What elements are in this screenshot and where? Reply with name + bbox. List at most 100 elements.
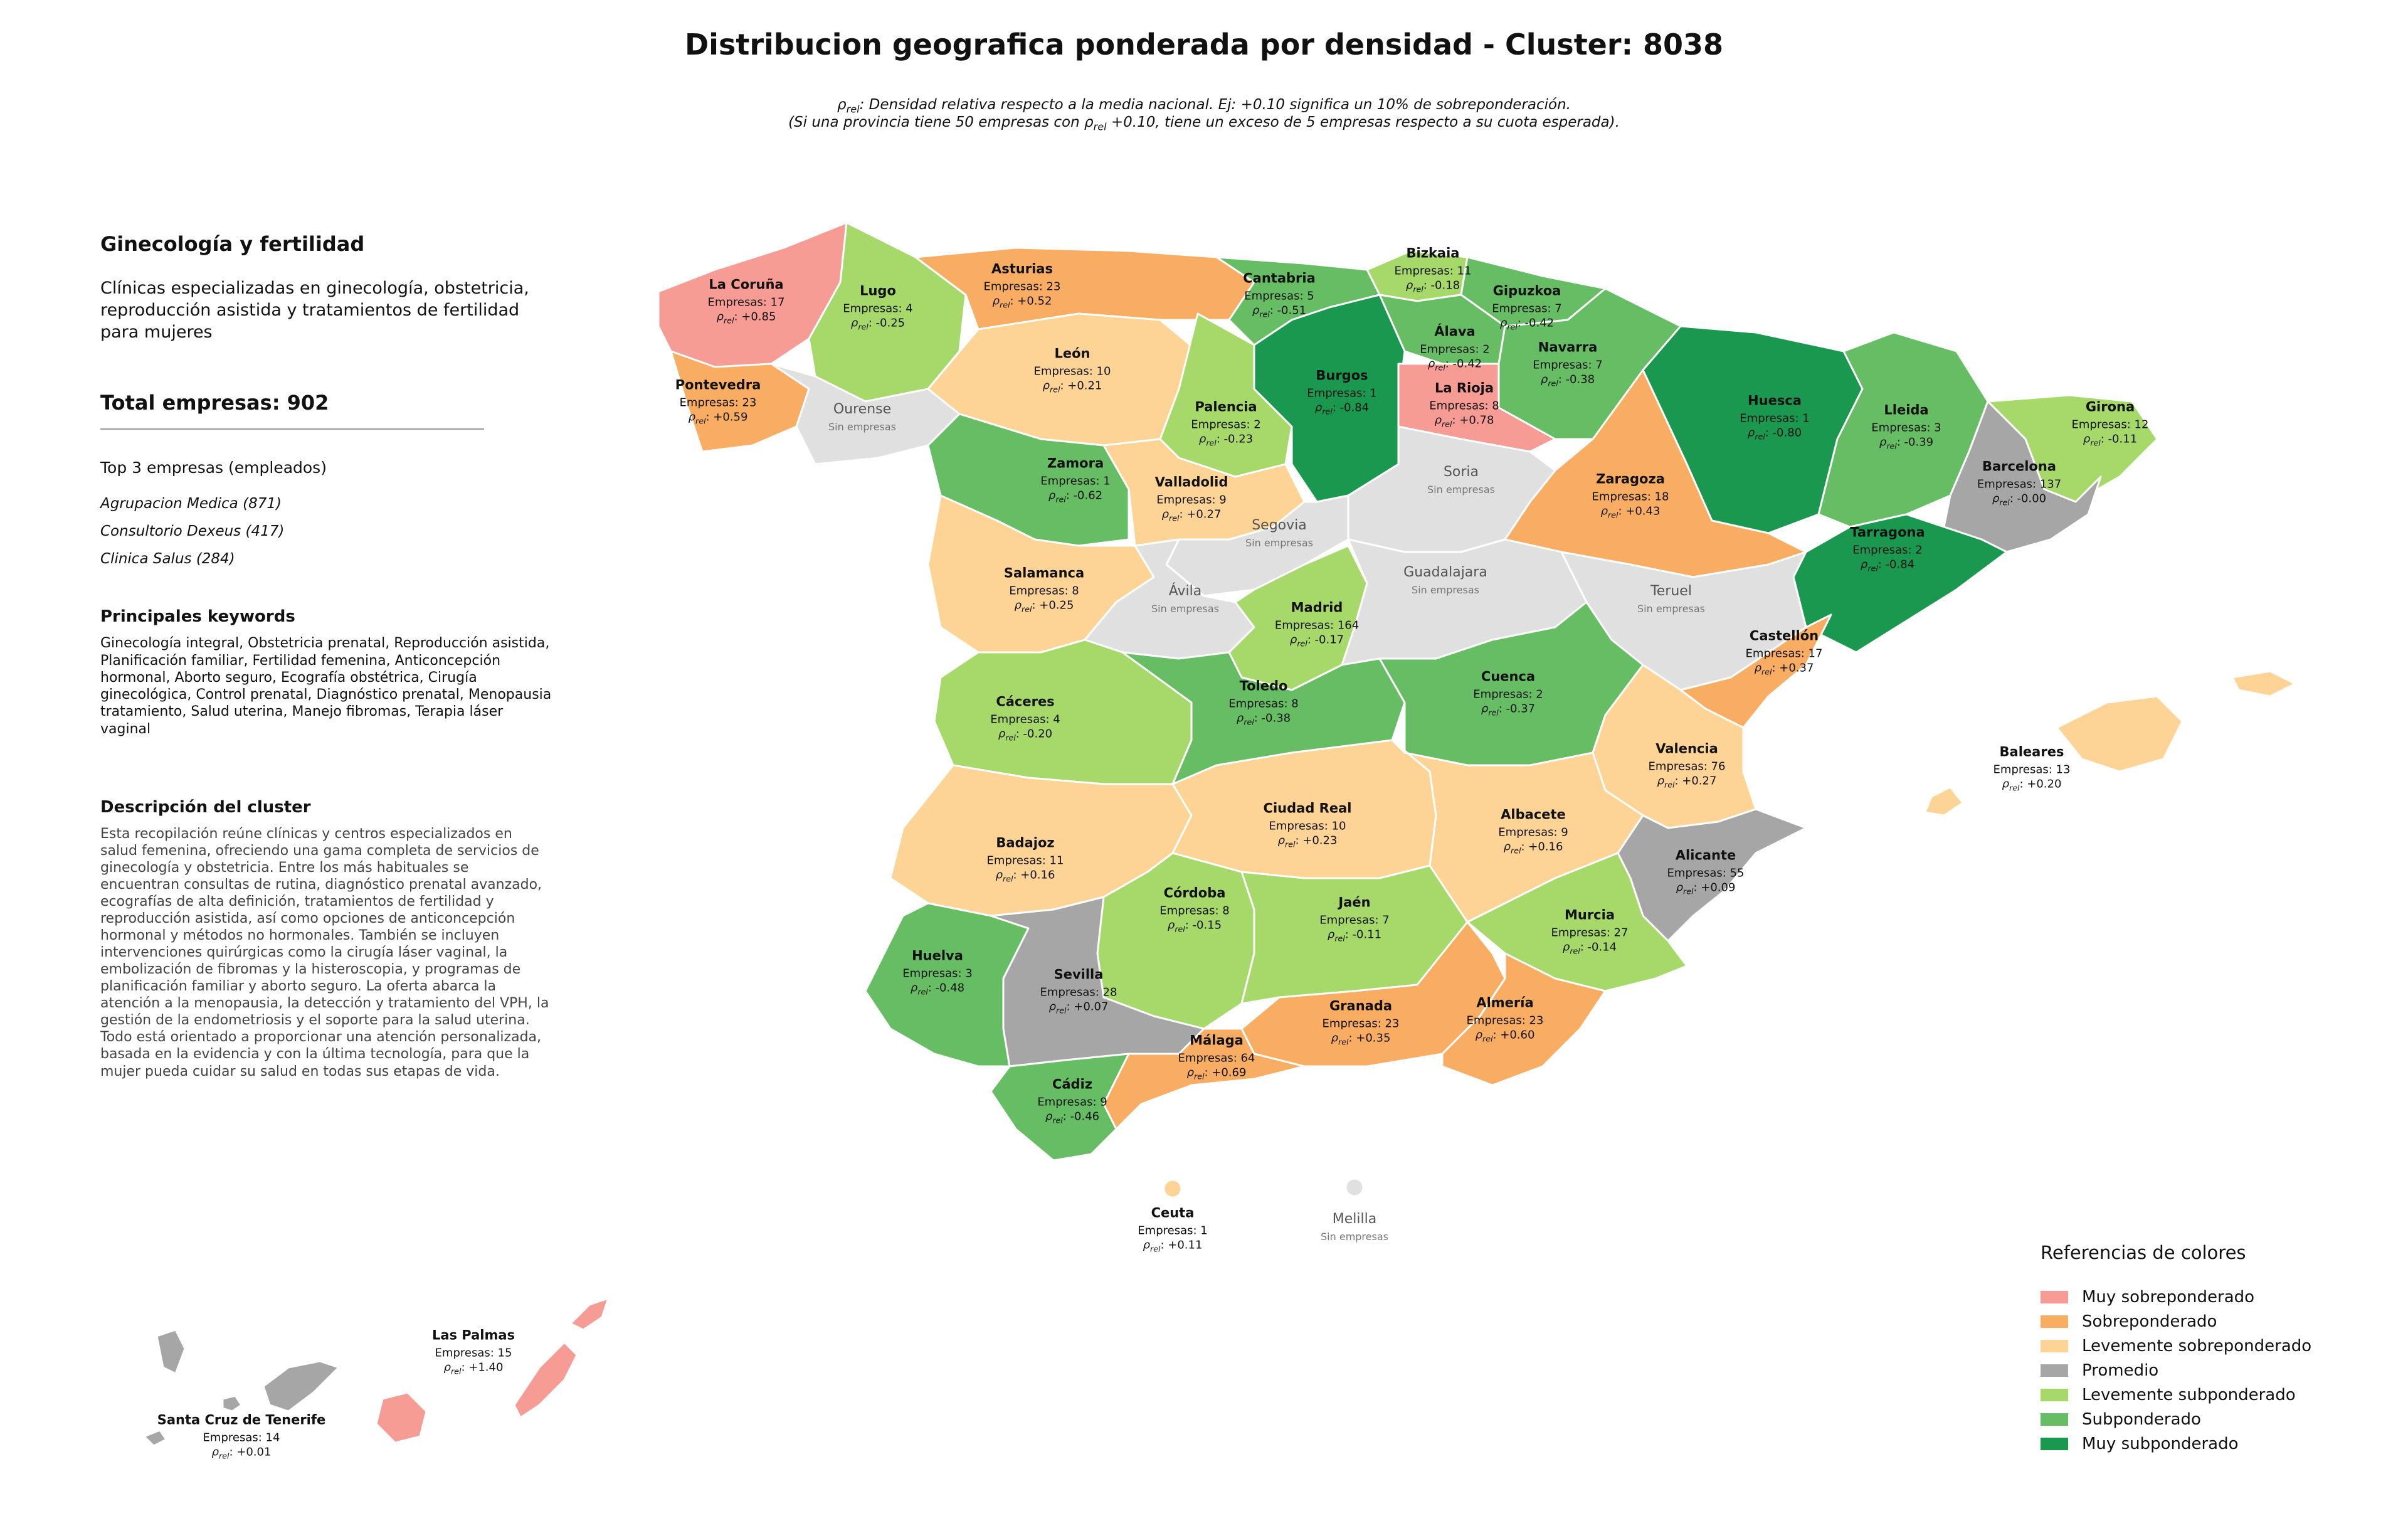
legend-label: Levemente subponderado <box>2082 1385 2296 1404</box>
province-name: Zaragoza <box>1596 471 1665 487</box>
province-rho: ρrel: +0.23 <box>1277 834 1338 849</box>
province-empresas: Empresas: 8 <box>1009 584 1079 598</box>
province-label-burgos: Burgos Empresas: 1 ρrel: -0.84 <box>1307 368 1376 416</box>
province-empresas: Empresas: 64 <box>1178 1051 1255 1065</box>
province-rho: ρrel: +0.20 <box>2002 777 2062 793</box>
province-shape-el-hierro <box>143 1429 167 1447</box>
province-rho: ρrel: -0.80 <box>1747 426 1802 442</box>
province-rho: ρrel: -0.11 <box>2083 432 2138 448</box>
province-empresas: Empresas: 15 <box>435 1346 512 1360</box>
province-empresas: Empresas: 9 <box>1156 493 1227 507</box>
province-empresas: Empresas: 17 <box>707 295 785 309</box>
province-label-murcia: Murcia Empresas: 27 ρrel: -0.14 <box>1551 908 1629 956</box>
province-rho: ρrel: -0.37 <box>1481 702 1536 718</box>
province-name: Las Palmas <box>431 1327 515 1343</box>
province-name: Madrid <box>1291 600 1343 615</box>
top-company-3: Clinica Salus (284) <box>100 551 235 568</box>
province-rho: ρrel: +0.21 <box>1042 379 1102 395</box>
province-empresas: Empresas: 12 <box>2071 418 2149 432</box>
province-label-almeria: Almería Empresas: 23 ρrel: +0.60 <box>1467 995 1544 1044</box>
province-label-huesca: Huesca Empresas: 1 ρrel: -0.80 <box>1740 393 1809 442</box>
province-rho: ρrel: +0.85 <box>716 310 776 326</box>
province-rho: ρrel: +0.09 <box>1676 881 1736 896</box>
province-rho: ρrel: -0.23 <box>1198 432 1254 448</box>
province-empresas: Empresas: 23 <box>1322 1017 1400 1031</box>
province-shape-las-palmas-gran-canaria <box>375 1391 428 1444</box>
province-rho: ρrel: -0.20 <box>998 727 1053 743</box>
province-empresas: Empresas: 2 <box>1420 342 1490 356</box>
province-name: Granada <box>1329 998 1393 1014</box>
province-name: Albacete <box>1501 807 1566 822</box>
province-label-zamora: Zamora Empresas: 1 ρrel: -0.62 <box>1040 456 1110 504</box>
legend-label: Muy sobreponderado <box>2082 1287 2255 1307</box>
province-rho: ρrel: -0.18 <box>1405 279 1460 294</box>
province-rho: ρrel: +0.27 <box>1657 774 1717 790</box>
province-name: Jaén <box>1338 894 1371 910</box>
province-shape-las-palmas-fuerteventura <box>513 1341 578 1419</box>
legend-item-levemente-subponderado: Levemente subponderado <box>2041 1382 2311 1407</box>
province-name: Sevilla <box>1054 967 1104 982</box>
keywords-heading: Principales keywords <box>100 607 295 627</box>
province-name: Barcelona <box>1982 459 2056 474</box>
province-rho: ρrel: -0.84 <box>1860 558 1915 573</box>
province-rho: ρrel: +0.35 <box>1331 1031 1391 1047</box>
province-label-melilla: Melilla Sin empresas <box>1321 1211 1388 1243</box>
province-sin-empresas: Sin empresas <box>1412 584 1479 596</box>
province-shape-almeria <box>1441 952 1607 1086</box>
legend-swatch <box>2041 1290 2068 1303</box>
province-name: Huelva <box>912 948 963 963</box>
province-name: Gipuzkoa <box>1492 283 1561 299</box>
province-empresas: Empresas: 1 <box>1307 386 1377 400</box>
province-empresas: Empresas: 2 <box>1852 543 1923 557</box>
legend-swatch <box>2041 1437 2068 1450</box>
province-rho: ρrel: -0.51 <box>1252 304 1307 319</box>
province-empresas: Empresas: 7 <box>1533 358 1603 372</box>
province-empresas: Empresas: 11 <box>986 854 1064 867</box>
province-shape-las-palmas-lanzarote <box>569 1297 610 1331</box>
province-name: Zamora <box>1047 455 1104 471</box>
province-label-segovia: Segovia Sin empresas <box>1245 517 1313 549</box>
province-rho: ρrel: -0.25 <box>850 316 906 332</box>
legend-item-levemente-sobreponderado: Levemente sobreponderado <box>2041 1334 2311 1358</box>
top-companies-heading: Top 3 empresas (empleados) <box>100 459 327 477</box>
province-name: Alicante <box>1675 847 1736 863</box>
province-sin-empresas: Sin empresas <box>1321 1231 1388 1243</box>
province-rho: ρrel: -0.14 <box>1562 940 1617 956</box>
province-sin-empresas: Sin empresas <box>828 421 896 433</box>
province-empresas: Empresas: 1 <box>1040 474 1111 488</box>
province-label-sevilla: Sevilla Empresas: 28 ρrel: +0.07 <box>1040 967 1117 1016</box>
province-label-cadiz: Cádiz Empresas: 9 ρrel: -0.46 <box>1037 1077 1107 1125</box>
province-empresas: Empresas: 17 <box>1745 647 1823 661</box>
province-empresas: Empresas: 3 <box>1871 421 1941 435</box>
province-rho: ρrel: -0.11 <box>1327 928 1382 943</box>
province-name: Palencia <box>1195 399 1257 415</box>
province-empresas: Empresas: 9 <box>1037 1095 1107 1109</box>
province-rho: ρrel: -0.42 <box>1499 316 1555 332</box>
province-rho: ρrel: -0.84 <box>1314 401 1370 416</box>
province-label-malaga: Málaga Empresas: 64 ρrel: +0.69 <box>1178 1033 1255 1081</box>
province-label-cordoba: Córdoba Empresas: 8 ρrel: -0.15 <box>1159 886 1229 934</box>
sidebar-divider <box>100 428 484 430</box>
province-name: Ciudad Real <box>1263 800 1352 816</box>
province-label-valencia: Valencia Empresas: 76 ρrel: +0.27 <box>1649 741 1726 790</box>
province-empresas: Empresas: 23 <box>1466 1014 1544 1027</box>
province-empresas: Empresas: 9 <box>1498 825 1568 839</box>
province-name: Cádiz <box>1052 1076 1093 1092</box>
province-name: Pontevedra <box>675 377 761 393</box>
province-rho: ρrel: +0.16 <box>995 868 1055 884</box>
legend-swatch <box>2041 1413 2068 1426</box>
province-empresas: Empresas: 2 <box>1191 418 1261 432</box>
legend-swatch <box>2041 1315 2068 1328</box>
province-label-granada: Granada Empresas: 23 ρrel: +0.35 <box>1323 999 1400 1047</box>
province-name: Melilla <box>1332 1211 1377 1227</box>
province-name: Álava <box>1434 324 1476 339</box>
province-label-teruel: Teruel Sin empresas <box>1637 583 1705 615</box>
province-empresas: Empresas: 23 <box>679 396 757 410</box>
province-sin-empresas: Sin empresas <box>1637 603 1705 615</box>
province-empresas: Empresas: 7 <box>1492 302 1562 316</box>
province-label-tarragona: Tarragona Empresas: 2 ρrel: -0.84 <box>1850 525 1925 573</box>
province-rho: ρrel: +0.16 <box>1503 840 1563 856</box>
province-name: Badajoz <box>996 835 1055 851</box>
province-rho: ρrel: +0.59 <box>688 410 748 426</box>
